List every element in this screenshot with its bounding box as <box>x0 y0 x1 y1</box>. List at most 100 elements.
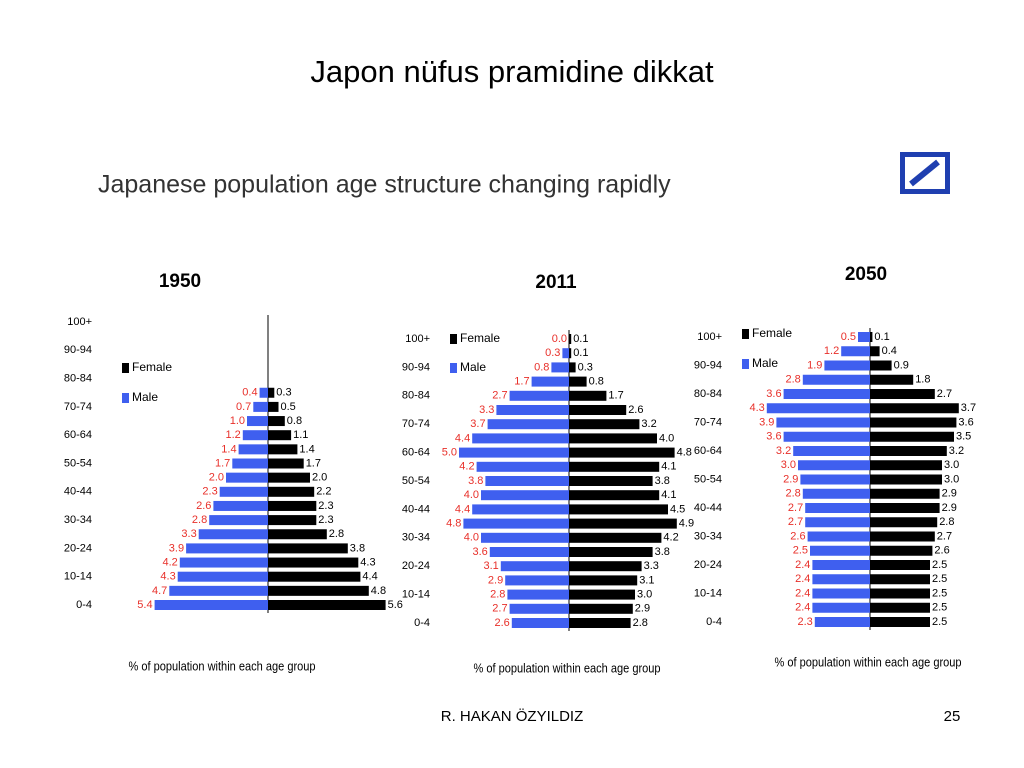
legend-label: Female <box>460 331 500 345</box>
data-label: 1.7 <box>306 457 321 469</box>
data-label: 0.8 <box>589 376 604 388</box>
bar <box>253 401 268 412</box>
bar <box>268 486 315 497</box>
bar <box>459 447 569 458</box>
data-label: 2.2 <box>316 486 331 498</box>
y-tick-label: 30-34 <box>402 532 430 544</box>
bar <box>569 561 642 572</box>
data-label: 3.3 <box>644 560 659 572</box>
data-label: 3.6 <box>473 546 488 558</box>
data-label: 4.0 <box>464 532 479 544</box>
bar <box>154 600 268 610</box>
data-label: 3.1 <box>639 574 654 586</box>
y-tick-label: 40-44 <box>64 486 92 498</box>
y-tick-label: 60-64 <box>64 429 92 441</box>
bar <box>268 458 304 469</box>
bar <box>268 472 310 483</box>
chart-title: 1950 <box>159 271 201 292</box>
bar <box>870 403 959 414</box>
bar <box>507 589 569 600</box>
data-label: 4.2 <box>459 461 474 473</box>
bar <box>238 444 268 455</box>
data-label: 2.8 <box>939 516 954 528</box>
bar <box>802 374 870 385</box>
data-label: 3.1 <box>484 560 499 572</box>
y-tick-label: 10-14 <box>402 589 430 601</box>
bar <box>810 545 870 556</box>
data-label: 2.6 <box>495 617 510 629</box>
data-label: 2.8 <box>633 617 648 629</box>
legend-label: Female <box>132 360 172 374</box>
y-tick-label: 10-14 <box>694 587 722 599</box>
data-label: 5.6 <box>388 599 403 611</box>
data-label: 3.0 <box>781 459 796 471</box>
data-label: 2.8 <box>786 488 801 500</box>
bar <box>268 444 298 455</box>
y-tick-label: 80-84 <box>402 390 430 402</box>
data-label: 2.6 <box>790 530 805 542</box>
data-label: 4.1 <box>661 461 676 473</box>
bar <box>213 500 268 511</box>
data-label: 2.8 <box>192 514 207 526</box>
y-tick-label: 70-74 <box>694 416 722 428</box>
y-tick-label: 40-44 <box>694 502 722 514</box>
y-tick-label: 70-74 <box>64 401 92 413</box>
bar <box>569 419 640 430</box>
data-label: 2.5 <box>932 559 947 571</box>
bar <box>807 531 870 542</box>
data-label: 0.8 <box>534 361 549 373</box>
x-axis-label: % of population within each age group <box>473 661 660 676</box>
bar <box>485 476 569 486</box>
legend-label: Male <box>132 390 158 404</box>
data-label: 0.7 <box>236 401 251 413</box>
y-tick-label: 50-54 <box>64 457 92 469</box>
data-label: 2.0 <box>312 472 327 484</box>
data-label: 2.4 <box>795 559 810 571</box>
data-label: 2.6 <box>196 500 211 512</box>
data-label: 2.3 <box>202 486 217 498</box>
data-label: 2.9 <box>783 473 798 485</box>
bar <box>268 430 292 441</box>
data-label: 3.3 <box>479 404 494 416</box>
bar <box>802 488 870 499</box>
legend-label: Male <box>752 356 778 370</box>
bar <box>569 504 668 515</box>
bar <box>500 561 569 572</box>
y-tick-label: 80-84 <box>694 388 722 400</box>
bar <box>812 574 870 585</box>
bar <box>569 532 662 543</box>
data-label: 2.7 <box>492 390 507 402</box>
bar <box>814 617 870 627</box>
bar <box>569 433 657 444</box>
bar <box>562 348 569 359</box>
y-tick-label: 100+ <box>67 316 92 328</box>
data-label: 1.7 <box>514 376 529 388</box>
bar <box>551 362 569 373</box>
data-label: 3.8 <box>468 475 483 487</box>
data-label: 3.8 <box>350 542 365 554</box>
bar <box>569 490 660 501</box>
data-label: 0.1 <box>874 331 889 343</box>
bar <box>268 416 285 427</box>
bar <box>870 560 930 570</box>
data-label: 0.4 <box>882 345 897 357</box>
y-tick-label: 20-24 <box>64 542 92 554</box>
x-axis-label: % of population within each age group <box>774 655 961 670</box>
data-label: 0.1 <box>573 333 588 345</box>
bar <box>870 588 930 599</box>
data-label: 1.1 <box>293 429 308 441</box>
logo <box>900 152 950 194</box>
bar <box>870 517 938 528</box>
data-label: 3.7 <box>470 418 485 430</box>
bar <box>858 332 870 342</box>
bar <box>219 486 268 497</box>
data-label: 3.9 <box>759 416 774 428</box>
y-tick-label: 70-74 <box>402 418 430 430</box>
data-label: 4.0 <box>659 432 674 444</box>
data-label: 1.7 <box>608 390 623 402</box>
data-label: 3.6 <box>958 416 973 428</box>
data-label: 2.3 <box>318 500 333 512</box>
y-tick-label: 0-4 <box>76 599 92 611</box>
bar <box>531 376 569 387</box>
